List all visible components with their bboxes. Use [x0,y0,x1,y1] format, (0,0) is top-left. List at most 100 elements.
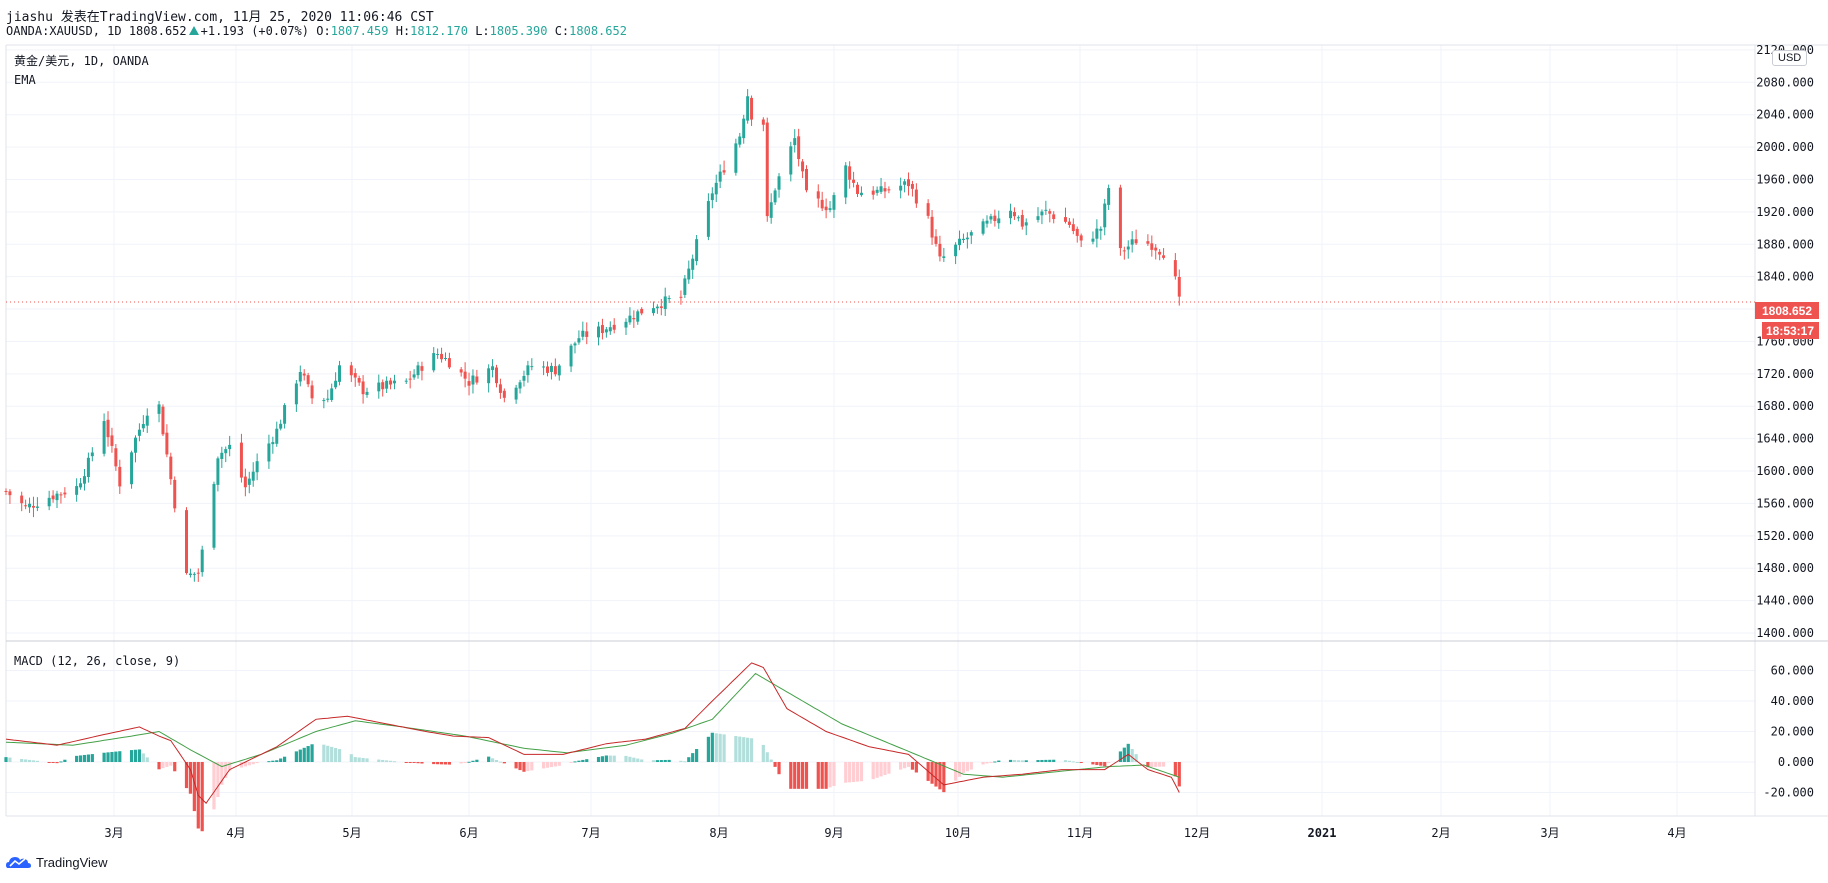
candle-body [377,382,381,392]
candle-body [51,495,55,500]
price-tick-label: 1680.000 [1756,399,1814,413]
candle-body [255,461,259,473]
price-tick-label: 1720.000 [1756,367,1814,381]
candle-body [1099,228,1103,231]
candle-body [1020,215,1024,227]
histogram-bar [365,758,369,762]
histogram-bar [930,762,934,784]
candle-body [659,306,663,309]
histogram-bar [388,760,393,762]
candle-body [404,380,408,382]
histogram-bar [655,760,659,762]
candle-body [526,365,530,376]
time-axis[interactable]: 3月 4月 5月 6月 7月 8月 9月 10月 11月 12月 2021 2月 3月 4月 [104,826,1686,840]
candle-body [114,448,118,467]
histogram-bar [541,762,546,769]
histogram-bar [596,756,601,762]
candle-body [667,298,671,300]
time-tick-label: 7月 [581,826,600,840]
candle-body [389,380,393,385]
candle-body [475,376,479,383]
histogram-bar [1173,762,1177,777]
candle-body [773,190,777,203]
histogram-bar [224,762,228,778]
candle-body [1071,224,1075,232]
histogram-bar [530,762,534,771]
candle-body [416,365,420,376]
candle-body [385,380,389,389]
histogram-bar [1012,760,1017,762]
candle-body [1063,217,1067,222]
histogram-bar [118,751,122,762]
low-label: L: [475,24,490,38]
candle-body [907,179,911,187]
histogram-bar [216,762,220,798]
histogram-bar [773,762,777,767]
histogram-bar [330,746,334,762]
histogram-bar [165,762,169,767]
candle-body [306,375,310,385]
candle-body [35,506,39,508]
histogram-bar [392,761,397,763]
histogram-bar [1075,762,1079,763]
histogram-bar [722,734,726,762]
candle-body [1040,211,1044,216]
candle-body [1067,221,1071,225]
candle-body [133,437,137,453]
histogram-bar [789,762,793,789]
candle-body [157,404,161,414]
candle-body [310,385,314,399]
signal-line [5,672,1180,778]
histogram-bar [161,762,165,769]
time-tick-label: 4月 [226,826,245,840]
histogram-bar [569,762,573,763]
brand-name: TradingView [36,854,108,870]
candle-body [1052,214,1056,220]
candle-body [522,375,526,381]
candle-body [914,189,918,204]
currency-button[interactable]: USD [1772,50,1808,66]
candle-body [1118,187,1122,249]
histogram-bar [875,762,879,778]
histogram-bar [416,762,420,764]
candle-body [102,421,106,454]
price-axis[interactable]: 1400.000 1440.000 1480.000 1520.000 1560.000… [1756,43,1814,800]
candle-body [463,371,467,379]
histogram-bar [600,756,605,762]
candle-body [169,456,173,480]
histogram-bar [326,745,330,762]
histogram-bar [1130,748,1134,762]
price-tick-label: 1920.000 [1756,205,1814,219]
macd-tick-label: 20.000 [1771,725,1814,739]
histogram-bar [985,762,989,764]
candle-body [443,358,447,360]
price-tick-label: 2080.000 [1756,75,1814,89]
tradingview-logo[interactable]: TradingView [6,854,108,870]
histogram-bar [184,762,189,789]
candle-body [954,244,958,257]
grid-lines [6,45,1755,816]
histogram-bar [1103,762,1107,767]
histogram-bar [1122,747,1126,762]
candle-body [636,311,640,322]
price-tick-label: 1880.000 [1756,237,1814,251]
histogram-bar [47,762,51,763]
candle-body [549,365,553,372]
histogram-bar [965,762,969,772]
histogram-bar [934,762,938,787]
histogram-bar [82,754,87,762]
candle-body [632,318,636,320]
histogram-bar [899,762,903,770]
candle-body [793,138,797,146]
histogram-bar [353,757,357,762]
candle-body [518,382,522,389]
histogram-bar [436,762,440,765]
histogram-bar [526,762,530,772]
histogram-bar [981,762,985,765]
histogram-bar [337,749,342,762]
histogram-bar [1020,760,1024,762]
histogram-bar [765,752,769,762]
chart-title: 黄金/美元, 1D, OANDA [14,53,149,68]
histogram-bar [871,762,875,780]
